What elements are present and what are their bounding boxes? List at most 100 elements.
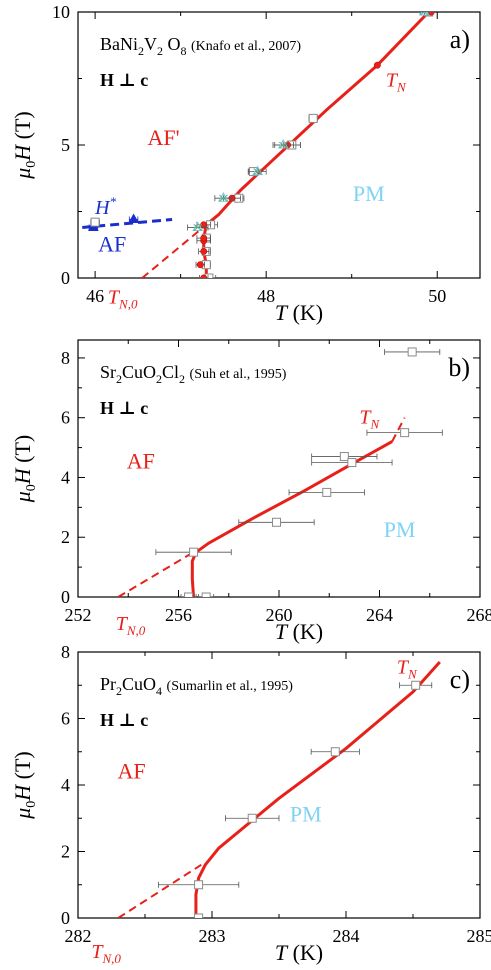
x-axis-label: T (K) xyxy=(275,619,323,644)
y-tick-label: 8 xyxy=(61,348,70,368)
y-tick-label: 2 xyxy=(61,842,70,862)
data-point-cross xyxy=(420,12,426,16)
data-point-triangle xyxy=(252,165,263,176)
field-direction: H ⊥ c xyxy=(100,70,148,90)
field-direction: H ⊥ c xyxy=(100,398,148,418)
plot-area xyxy=(117,347,443,597)
y-tick-label: 0 xyxy=(61,268,70,288)
data-point-cross xyxy=(219,194,228,202)
x-tick-label: 285 xyxy=(467,926,491,946)
y-tick-label: 4 xyxy=(61,775,70,795)
region-label: PM xyxy=(290,802,322,827)
phase-boundary-line xyxy=(190,440,393,597)
data-point-square xyxy=(400,428,410,438)
y-axis-label: μ0H (T) xyxy=(10,751,39,820)
region-label: AF xyxy=(98,231,126,256)
panel-label: b) xyxy=(448,353,470,382)
phase-boundary-extrapolation xyxy=(117,863,202,918)
y-axis-label: μ0H (T) xyxy=(10,435,39,504)
data-point-circle xyxy=(200,274,208,278)
tn-label: TN xyxy=(359,407,380,432)
y-tick-label: 4 xyxy=(61,467,70,487)
region-label: PM xyxy=(353,181,385,206)
region-label: PM xyxy=(384,517,416,542)
tn0-label: TN,0 xyxy=(116,613,146,638)
data-point-square xyxy=(407,347,417,357)
field-direction: H ⊥ c xyxy=(100,710,148,730)
data-point-square xyxy=(194,913,204,918)
hstar-label: H* xyxy=(94,194,116,219)
y-tick-label: 8 xyxy=(61,642,70,662)
data-point-circle xyxy=(200,234,208,242)
data-point-square xyxy=(184,592,194,597)
x-tick-label: 260 xyxy=(266,605,293,625)
compound-name: Sr2CuO2Cl2 (Suh et al., 1995) xyxy=(100,362,287,386)
data-point-square xyxy=(194,880,204,890)
y-tick-label: 5 xyxy=(61,135,70,155)
plot-area xyxy=(117,660,441,918)
x-tick-label: 284 xyxy=(333,926,360,946)
data-point-cross xyxy=(193,224,203,231)
y-tick-label: 0 xyxy=(61,587,70,607)
phase-boundary-line xyxy=(194,660,441,918)
data-point-square xyxy=(308,113,318,123)
data-point-circle xyxy=(200,247,208,255)
chart-panel-3: 282 283 284 285 0 2 4 6 8 T (K) μ0H (T) c) Pr2CuO4 (… xyxy=(10,642,491,966)
y-axis-label: μ0H (T) xyxy=(10,111,39,180)
panel-label: c) xyxy=(450,665,470,694)
tn-label: TN xyxy=(386,69,407,94)
data-point-triangle xyxy=(419,12,430,16)
data-point-square xyxy=(201,592,211,597)
x-tick-label: 268 xyxy=(467,605,491,625)
data-point-square xyxy=(204,273,214,278)
compound-name: BaNi2V2 O8 (Knafo et al., 2007) xyxy=(100,34,301,58)
y-tick-label: 0 xyxy=(61,908,70,928)
plot-area xyxy=(82,12,435,278)
x-tick-label: 256 xyxy=(165,605,192,625)
y-tick-label: 6 xyxy=(61,709,70,729)
tn0-label: TN,0 xyxy=(108,286,138,311)
data-point-square xyxy=(322,487,332,497)
data-point-square xyxy=(347,458,357,468)
y-tick-label: 2 xyxy=(61,527,70,547)
region-label: AF xyxy=(118,758,146,783)
x-tick-label: 48 xyxy=(257,286,275,306)
x-axis-label: T (K) xyxy=(275,300,323,325)
data-point-square xyxy=(189,547,199,557)
data-point-square xyxy=(339,452,349,462)
x-tick-label: 264 xyxy=(366,605,393,625)
chart-panel-2: 252 256 260 264 268 0 2 4 6 8 T (K) μ0H (T) b) Sr2CuO… xyxy=(10,339,491,644)
data-point-square xyxy=(90,217,100,227)
data-point-square xyxy=(330,747,340,757)
data-point-square xyxy=(247,813,257,823)
data-point-circle xyxy=(196,261,204,269)
phase-boundary-extrapolation xyxy=(141,224,207,278)
data-point-circle xyxy=(373,61,381,69)
phase-boundary-upper-extrapolation xyxy=(391,417,406,443)
x-tick-label: 50 xyxy=(428,286,446,306)
y-tick-label: 6 xyxy=(61,408,70,428)
data-point-triangle xyxy=(277,138,289,149)
data-point-af-triangle xyxy=(128,213,139,223)
data-point-triangle xyxy=(218,192,229,202)
region-label: AF' xyxy=(147,125,179,150)
data-point-triangle xyxy=(192,221,204,231)
x-tick-label: 252 xyxy=(65,605,92,625)
data-point-cross xyxy=(253,168,262,176)
region-label: AF xyxy=(127,449,155,474)
tn0-label: TN,0 xyxy=(91,941,121,966)
y-tick-label: 10 xyxy=(52,2,70,22)
panel-label: a) xyxy=(450,25,470,54)
data-point-square xyxy=(271,517,281,527)
tn-label: TN xyxy=(397,657,418,682)
compound-name: Pr2CuO4 (Sumarlin et al., 1995) xyxy=(100,674,293,698)
x-tick-label: 46 xyxy=(86,286,104,306)
x-axis-label: T (K) xyxy=(275,940,323,965)
data-point-cross xyxy=(423,12,429,16)
x-tick-label: 282 xyxy=(65,926,92,946)
data-point-square xyxy=(411,680,421,690)
data-point-cross xyxy=(278,141,288,149)
x-tick-label: 283 xyxy=(199,926,226,946)
phase-boundary-extrapolation xyxy=(117,551,195,597)
